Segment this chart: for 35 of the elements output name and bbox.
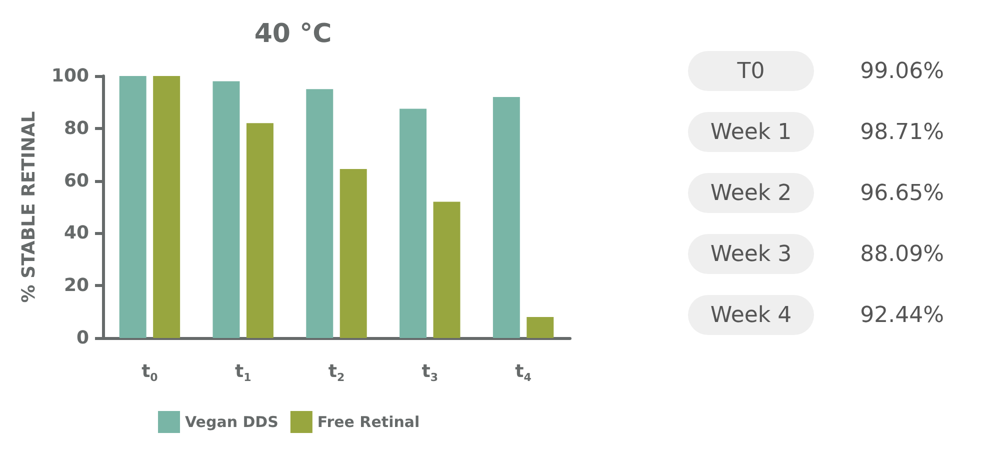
y-tick-label: 0 bbox=[76, 328, 89, 348]
category-label: Week 3 bbox=[710, 242, 792, 266]
y-tick-label: 100 bbox=[51, 66, 89, 86]
category-label: T0 bbox=[737, 58, 765, 84]
category-label: Week 1 bbox=[710, 120, 792, 144]
bar bbox=[246, 123, 274, 338]
y-tick-label: 60 bbox=[64, 170, 89, 192]
bar bbox=[153, 76, 180, 338]
y-tick-label: 40 bbox=[64, 222, 89, 244]
bar bbox=[119, 76, 146, 338]
category-label: Week 4 bbox=[710, 302, 792, 328]
chart-title: 40 °C bbox=[254, 19, 332, 49]
bar bbox=[340, 169, 367, 338]
bar bbox=[492, 96, 520, 338]
category-label: Week 2 bbox=[710, 180, 792, 206]
bar bbox=[212, 81, 240, 338]
legend-label: Vegan DDS bbox=[185, 413, 278, 431]
text: 98.71% bbox=[860, 120, 944, 144]
bar bbox=[526, 317, 554, 338]
bar bbox=[400, 108, 427, 338]
text: 99.06% bbox=[860, 58, 944, 84]
y-axis-title: % STABLE RETINAL bbox=[18, 111, 40, 303]
text: 92.44% bbox=[860, 302, 944, 328]
text: 96.65% bbox=[860, 180, 944, 206]
label-pill: Week 2 bbox=[688, 173, 814, 213]
y-tick-label: 20 bbox=[64, 275, 89, 296]
label-pill: Week 1 bbox=[688, 112, 814, 152]
text: 88.09% bbox=[860, 242, 944, 266]
label-pill: Week 3 bbox=[688, 234, 814, 274]
bar bbox=[433, 202, 460, 338]
y-tick-label: 80 bbox=[64, 118, 89, 139]
bar bbox=[306, 89, 334, 338]
label-pill: T0 bbox=[688, 51, 814, 91]
legend-label: Free Retinal bbox=[317, 413, 420, 431]
label-pill: Week 4 bbox=[688, 295, 814, 335]
